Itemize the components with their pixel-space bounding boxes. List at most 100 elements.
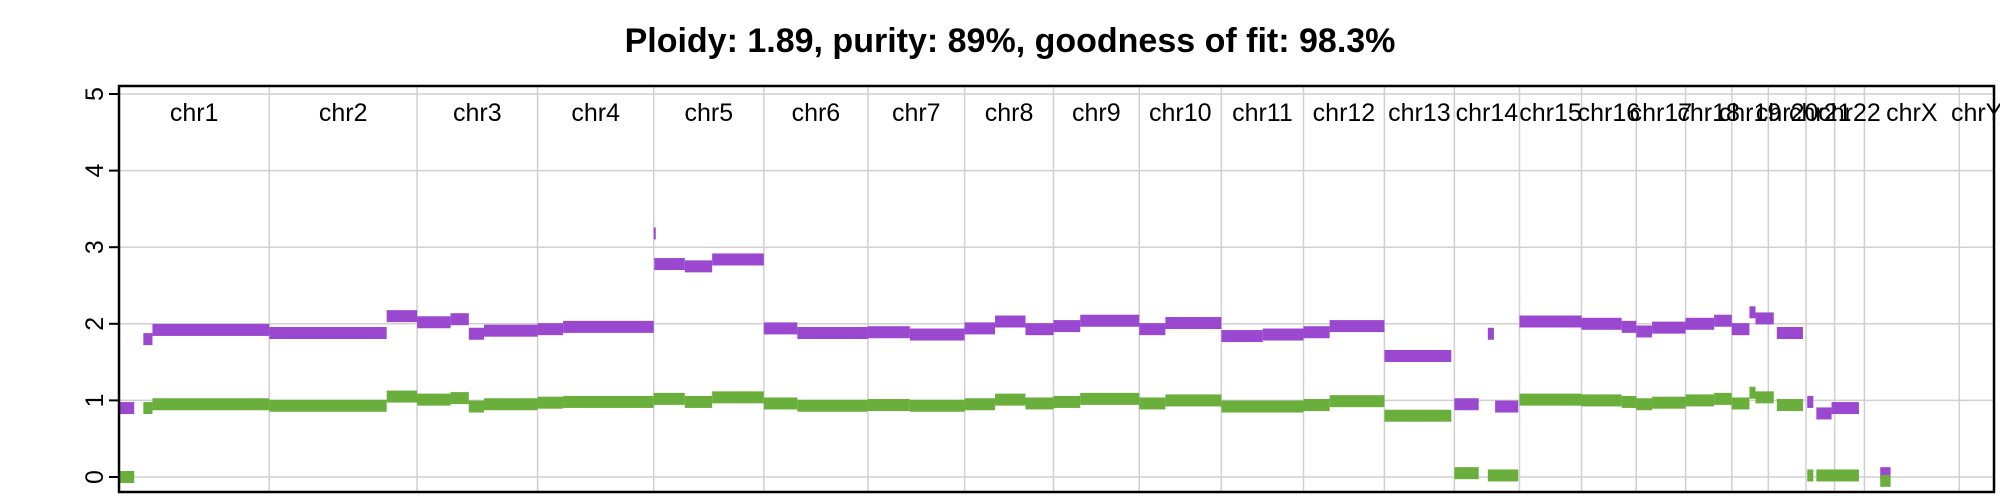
cn-segment: [1080, 314, 1140, 327]
cn-segment: [1685, 317, 1715, 330]
cn-segment: [1303, 326, 1330, 339]
cn-segment: [1749, 386, 1756, 399]
chromosome-label: chr12: [1313, 99, 1376, 127]
cn-segment: [1487, 469, 1519, 482]
cn-segment: [1880, 474, 1891, 487]
y-tick-label: 2: [81, 317, 109, 331]
cn-segment: [1652, 396, 1686, 409]
chromosome-label: chr20: [1756, 99, 1819, 127]
cn-segment: [653, 227, 656, 240]
cn-segment: [1755, 312, 1774, 325]
y-tick-label: 4: [81, 164, 109, 178]
cn-segment: [537, 323, 564, 336]
cn-segment: [1776, 326, 1803, 339]
cn-segment: [797, 399, 868, 412]
chromosome-label: chr9: [1072, 99, 1121, 127]
chromosome-label: chr13: [1388, 99, 1451, 127]
cn-segment: [1495, 400, 1519, 413]
cn-segment: [143, 333, 153, 346]
cn-segment: [468, 327, 485, 340]
cn-segment: [1755, 391, 1774, 404]
chromosome-label: chr15: [1519, 99, 1582, 127]
cn-segment: [1621, 320, 1637, 333]
chromosome-label: chr11: [1232, 99, 1293, 127]
chromosome-label: chrY: [1951, 99, 2000, 127]
cn-segment: [995, 315, 1026, 328]
cn-segment: [269, 326, 387, 339]
cn-segment: [712, 391, 764, 404]
cn-segment: [563, 320, 654, 333]
cn-segment: [450, 313, 469, 326]
cn-segment: [763, 397, 798, 410]
cn-segment: [119, 402, 135, 415]
cn-segment: [1303, 398, 1330, 411]
segments-layer: [119, 227, 1891, 487]
cn-segment: [1816, 407, 1832, 420]
cn-segment: [484, 324, 538, 337]
cn-segment: [1454, 398, 1479, 411]
cn-segment: [1807, 395, 1814, 408]
chromosome-label: chr7: [892, 99, 941, 127]
cn-segment: [484, 398, 538, 411]
plot-frame: [117, 84, 1996, 494]
cn-segment: [1262, 328, 1304, 341]
cn-segment: [152, 323, 270, 336]
cn-segment: [386, 390, 418, 403]
chromosome-label: chr16: [1578, 99, 1641, 127]
cn-segment: [909, 328, 965, 341]
cn-segment: [1139, 397, 1166, 410]
cn-segment: [1519, 315, 1582, 328]
cn-segment: [1714, 392, 1732, 405]
cn-segment: [1816, 469, 1859, 482]
cn-segment: [797, 326, 868, 339]
y-axis: 0 1 2 3 4 5: [81, 87, 119, 484]
chromosome-label: chr2: [319, 99, 368, 127]
cn-segment: [1581, 317, 1622, 330]
cn-segment: [964, 398, 996, 411]
cn-segment: [417, 393, 451, 406]
cn-segment: [1621, 395, 1637, 408]
cn-segment: [450, 392, 469, 405]
cn-segment: [1880, 467, 1891, 480]
chromosome-label: chr1: [170, 99, 219, 127]
cn-segment: [1053, 320, 1081, 333]
cn-segment: [1685, 394, 1715, 407]
cn-segment: [1731, 323, 1750, 336]
chromosome-label: chr5: [684, 99, 733, 127]
cn-segment: [1329, 395, 1385, 408]
cn-segment: [1636, 398, 1653, 411]
chromosome-label: chr22: [1818, 99, 1881, 127]
grid-lines: [119, 86, 1994, 492]
cn-segment: [1652, 321, 1686, 334]
cn-segment: [909, 399, 965, 412]
chromosome-label: chrX: [1886, 99, 1938, 127]
cn-segment: [995, 393, 1026, 406]
cn-segment: [964, 322, 996, 335]
chart-title: Ploidy: 1.89, purity: 89%, goodness of f…: [625, 22, 1396, 60]
cn-segment: [763, 322, 798, 335]
chromosome-label: chr4: [571, 99, 620, 127]
chromosome-label: chr17: [1630, 99, 1693, 127]
cn-segment: [684, 395, 713, 408]
cn-segment: [653, 392, 685, 405]
cn-segment: [1384, 349, 1452, 362]
cn-segment: [1221, 330, 1263, 343]
cn-segment: [1025, 323, 1054, 336]
y-tick-label: 1: [81, 393, 109, 407]
cn-segment: [563, 395, 654, 408]
cn-segment: [1581, 394, 1622, 407]
cn-segment: [1221, 400, 1304, 413]
cn-segment: [1776, 398, 1803, 411]
cn-segment: [1053, 395, 1081, 408]
cn-segment: [1025, 397, 1054, 410]
chromosome-labels: chr1 chr2 chr3 chr4 chr5 chr6 chr7 chr8 chr9 chr1…: [170, 99, 2000, 127]
y-tick-label: 5: [81, 87, 109, 101]
cn-segment: [1807, 469, 1814, 482]
chromosome-label: chr19: [1719, 99, 1782, 127]
cn-segment: [1519, 393, 1582, 406]
cn-segment: [152, 398, 270, 411]
cn-segment: [1329, 320, 1385, 333]
cn-segment: [1487, 327, 1494, 340]
chromosome-label: chr3: [453, 99, 502, 127]
